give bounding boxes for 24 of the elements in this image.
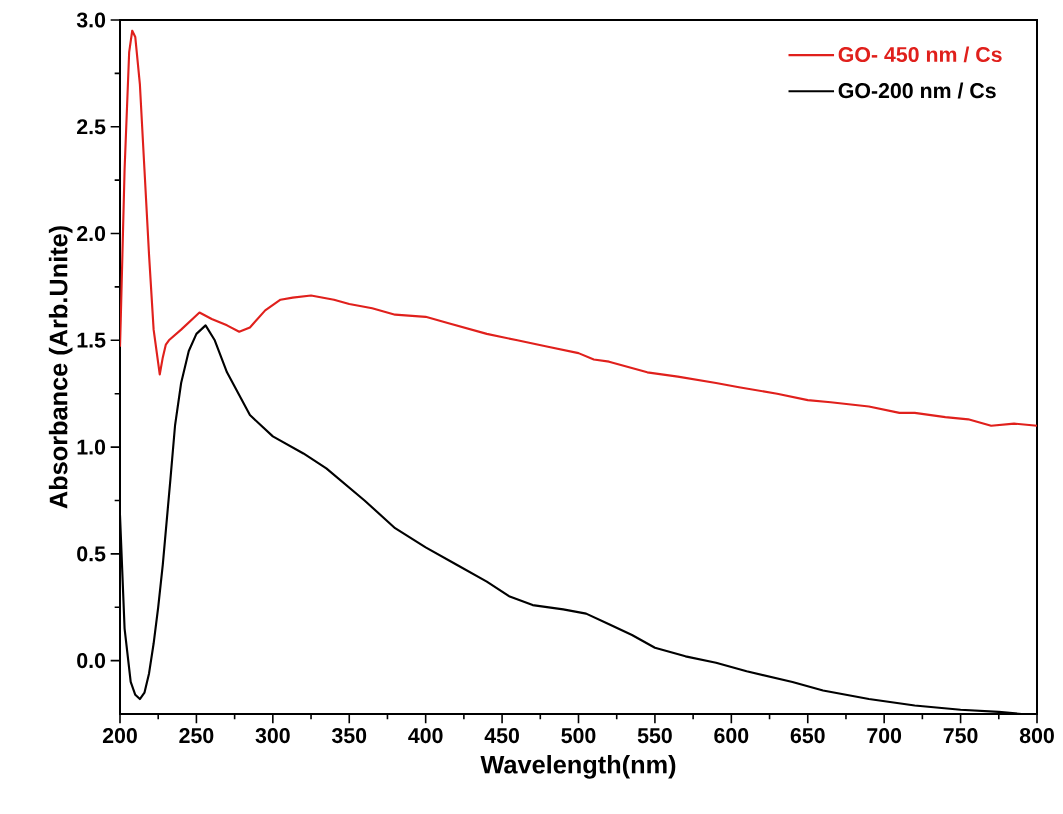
legend-label: GO- 450 nm / Cs	[838, 46, 1002, 63]
x-tick-label: 750	[943, 728, 978, 744]
y-tick-label: 2.5	[77, 119, 106, 135]
x-tick-label: 300	[255, 728, 290, 744]
x-tick-label: 350	[331, 728, 367, 744]
x-axis-title: Wavelength(nm)	[480, 755, 676, 779]
x-tick-label: 600	[714, 728, 749, 744]
x-tick-label: 550	[637, 728, 672, 744]
x-tick-label: 200	[102, 728, 137, 744]
y-tick-label: 2.0	[77, 225, 106, 242]
x-tick-label: 400	[408, 728, 443, 744]
x-tick-label: 700	[867, 728, 902, 744]
y-tick-label: 0.5	[77, 546, 106, 562]
y-axis-title: Absorbance (Arb.Unite)	[48, 226, 73, 509]
x-tick-label: 250	[179, 728, 214, 744]
y-tick-label: 0.0	[77, 653, 106, 669]
x-tick-label: 500	[561, 728, 596, 744]
y-tick-label: 1.0	[77, 439, 106, 455]
x-tick-label: 650	[790, 728, 825, 744]
legend-label: GO-200 nm / Cs	[838, 82, 996, 99]
y-tick-label: 1.5	[77, 332, 106, 348]
x-tick-label: 450	[484, 728, 519, 744]
y-tick-label: 3.0	[76, 12, 106, 28]
x-tick-label: 800	[1019, 728, 1054, 744]
